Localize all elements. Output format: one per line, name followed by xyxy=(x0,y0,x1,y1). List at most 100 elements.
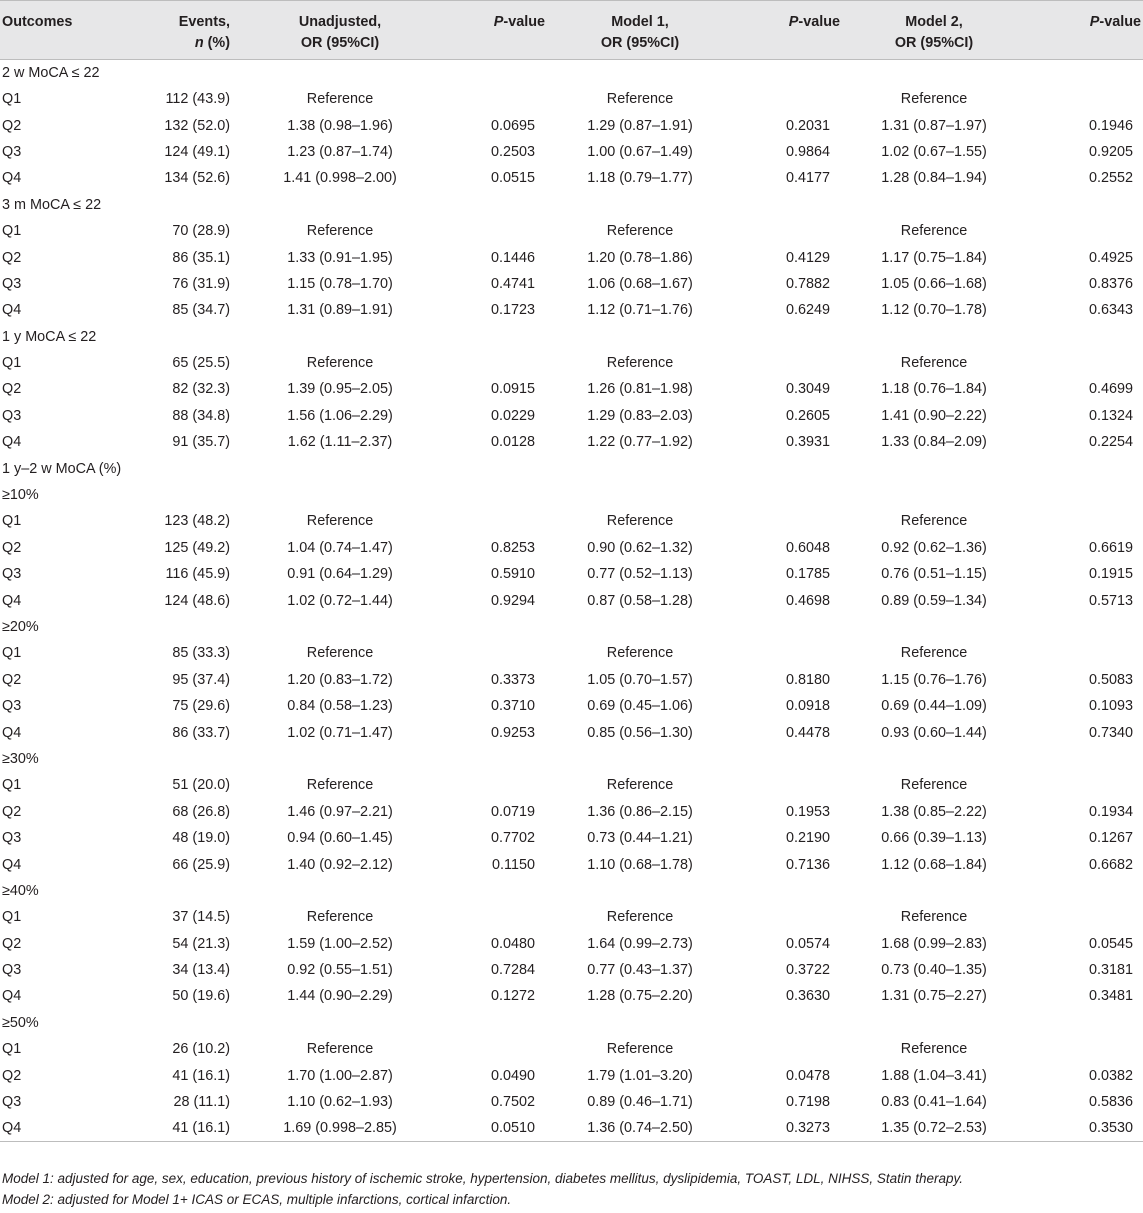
unadjusted-pvalue-cell: 0.4741 xyxy=(490,275,535,292)
model2-or-cell: 1.02 (0.67–1.55) xyxy=(881,143,987,160)
model1-pvalue-cell xyxy=(725,86,850,112)
header-outcomes: Outcomes xyxy=(2,14,73,30)
unadjusted-pvalue-cell: 0.5910 xyxy=(490,566,535,583)
unadjusted-or-cell: Reference xyxy=(306,1041,374,1058)
events-cell: 86 (33.7) xyxy=(172,724,230,741)
quartile-cell: Q3 xyxy=(2,830,22,847)
unadjusted-or-cell: Reference xyxy=(306,513,374,530)
model2-pvalue-cell xyxy=(1018,904,1143,930)
table-row: Q1 26 (10.2) Reference Reference Reference xyxy=(0,1036,1143,1063)
quartile-cell: Q4 xyxy=(2,592,22,609)
table-row: Q3 88 (34.8) 1.56 (1.06–2.29) 0.0229 1.29 (0… xyxy=(0,402,1143,430)
quartile-cell: Q3 xyxy=(2,407,22,424)
model1-or-cell: 1.18 (0.79–1.77) xyxy=(587,170,693,187)
model2-or-cell: 1.28 (0.84–1.94) xyxy=(881,170,987,187)
unadjusted-pvalue-cell xyxy=(430,86,555,112)
model1-pvalue-cell xyxy=(725,218,850,244)
model1-pvalue-cell: 0.7198 xyxy=(785,1094,830,1111)
model2-pvalue-cell xyxy=(1018,350,1143,376)
unadjusted-or-cell: Reference xyxy=(306,91,374,108)
table-row: Q1 37 (14.5) Reference Reference Reference xyxy=(0,904,1143,930)
section-label: 1 y MoCA ≤ 22 xyxy=(2,328,97,345)
model1-pvalue-cell: 0.0478 xyxy=(785,1067,830,1084)
model2-or-cell: Reference xyxy=(900,1041,968,1058)
unadjusted-or-cell: 0.84 (0.58–1.23) xyxy=(287,698,393,715)
quartile-cell: Q3 xyxy=(2,1094,22,1111)
section-row: 3 m MoCA ≤ 22 xyxy=(0,191,1143,218)
model1-pvalue-cell xyxy=(725,508,850,534)
unadjusted-or-cell: 1.56 (1.06–2.29) xyxy=(287,407,393,424)
unadjusted-or-cell: 1.15 (0.78–1.70) xyxy=(287,275,393,292)
unadjusted-pvalue-cell xyxy=(430,904,555,930)
unadjusted-or-cell: Reference xyxy=(306,223,374,240)
unadjusted-pvalue-cell: 0.0229 xyxy=(490,407,535,424)
unadjusted-or-cell: 1.70 (1.00–2.87) xyxy=(287,1067,393,1084)
model2-or-cell: 0.66 (0.39–1.13) xyxy=(881,830,987,847)
model1-pvalue-cell: 0.6249 xyxy=(785,302,830,319)
events-cell: 66 (25.9) xyxy=(172,856,230,873)
model1-or-cell: Reference xyxy=(606,645,674,662)
model1-pvalue-cell: 0.2190 xyxy=(785,830,830,847)
unadjusted-pvalue-cell: 0.9294 xyxy=(490,592,535,609)
quartile-cell: Q1 xyxy=(2,355,22,372)
model2-pvalue-cell: 0.1324 xyxy=(1088,407,1133,424)
header-unadjusted: Unadjusted, OR (95%CI) xyxy=(298,14,382,51)
model1-or-cell: Reference xyxy=(606,355,674,372)
model2-pvalue-cell: 0.8376 xyxy=(1088,275,1133,292)
section-label: 3 m MoCA ≤ 22 xyxy=(2,196,102,213)
unadjusted-or-cell: 1.41 (0.998–2.00) xyxy=(283,170,397,187)
section-label: ≥10% xyxy=(2,487,39,504)
unadjusted-or-cell: 1.44 (0.90–2.29) xyxy=(287,988,393,1005)
unadjusted-or-cell: 1.62 (1.11–2.37) xyxy=(287,434,393,451)
model1-pvalue-cell: 0.4129 xyxy=(785,249,830,266)
events-cell: 65 (25.5) xyxy=(172,355,230,372)
unadjusted-pvalue-cell xyxy=(430,640,555,666)
model2-or-cell: 1.18 (0.76–1.84) xyxy=(881,381,987,398)
model1-or-cell: 1.29 (0.83–2.03) xyxy=(587,407,693,424)
model1-or-cell: 1.29 (0.87–1.91) xyxy=(587,117,693,134)
unadjusted-pvalue-cell: 0.1150 xyxy=(492,856,535,873)
unadjusted-or-cell: Reference xyxy=(306,355,374,372)
model1-or-cell: 1.10 (0.68–1.78) xyxy=(587,856,693,873)
quartile-cell: Q4 xyxy=(2,170,22,187)
unadjusted-or-cell: 1.02 (0.72–1.44) xyxy=(287,592,393,609)
quartile-cell: Q2 xyxy=(2,803,22,820)
model2-or-cell: Reference xyxy=(900,777,968,794)
unadjusted-or-cell: 1.20 (0.83–1.72) xyxy=(287,671,393,688)
model2-or-cell: 1.31 (0.87–1.97) xyxy=(881,117,987,134)
model2-or-cell: 0.73 (0.40–1.35) xyxy=(881,962,987,979)
model1-or-cell: 0.90 (0.62–1.32) xyxy=(587,539,693,556)
model1-or-cell: Reference xyxy=(606,777,674,794)
model1-or-cell: 1.06 (0.68–1.67) xyxy=(587,275,693,292)
events-cell: 86 (35.1) xyxy=(172,249,230,266)
model2-or-cell: 1.88 (1.04–3.41) xyxy=(881,1067,987,1084)
table-row: Q4 85 (34.7) 1.31 (0.89–1.91) 0.1723 1.12 (0… xyxy=(0,297,1143,324)
model2-pvalue-cell: 0.1093 xyxy=(1088,698,1133,715)
model2-or-cell: 0.69 (0.44–1.09) xyxy=(881,698,987,715)
events-cell: 82 (32.3) xyxy=(172,381,230,398)
quartile-cell: Q3 xyxy=(2,566,22,583)
table-row: Q3 124 (49.1) 1.23 (0.87–1.74) 0.2503 1.00 (… xyxy=(0,138,1143,166)
model1-pvalue-cell: 0.3931 xyxy=(785,434,830,451)
model1-or-cell: 1.20 (0.78–1.86) xyxy=(587,249,693,266)
unadjusted-or-cell: Reference xyxy=(306,645,374,662)
model2-pvalue-cell: 0.2254 xyxy=(1088,434,1133,451)
unadjusted-pvalue-cell: 0.0915 xyxy=(490,381,535,398)
events-cell: 112 (43.9) xyxy=(165,91,230,108)
unadjusted-pvalue-cell: 0.3710 xyxy=(490,698,535,715)
model1-or-cell: Reference xyxy=(606,1041,674,1058)
events-cell: 68 (26.8) xyxy=(172,803,230,820)
quartile-cell: Q2 xyxy=(2,249,22,266)
table-row: Q4 91 (35.7) 1.62 (1.11–2.37) 0.0128 1.22 (0… xyxy=(0,429,1143,455)
model2-or-cell: Reference xyxy=(900,355,968,372)
quartile-cell: Q3 xyxy=(2,143,22,160)
table-row: Q2 95 (37.4) 1.20 (0.83–1.72) 0.3373 1.05 (0… xyxy=(0,666,1143,693)
model2-or-cell: 1.15 (0.76–1.76) xyxy=(881,671,987,688)
model2-or-cell: 1.35 (0.72–2.53) xyxy=(881,1120,987,1137)
table-row: Q2 68 (26.8) 1.46 (0.97–2.21) 0.0719 1.36 (0… xyxy=(0,799,1143,825)
section-row: ≥40% xyxy=(0,877,1143,905)
quartile-cell: Q4 xyxy=(2,724,22,741)
model1-pvalue-cell: 0.4478 xyxy=(785,724,830,741)
model1-or-cell: 1.05 (0.70–1.57) xyxy=(587,671,693,688)
unadjusted-pvalue-cell: 0.2503 xyxy=(490,143,535,160)
